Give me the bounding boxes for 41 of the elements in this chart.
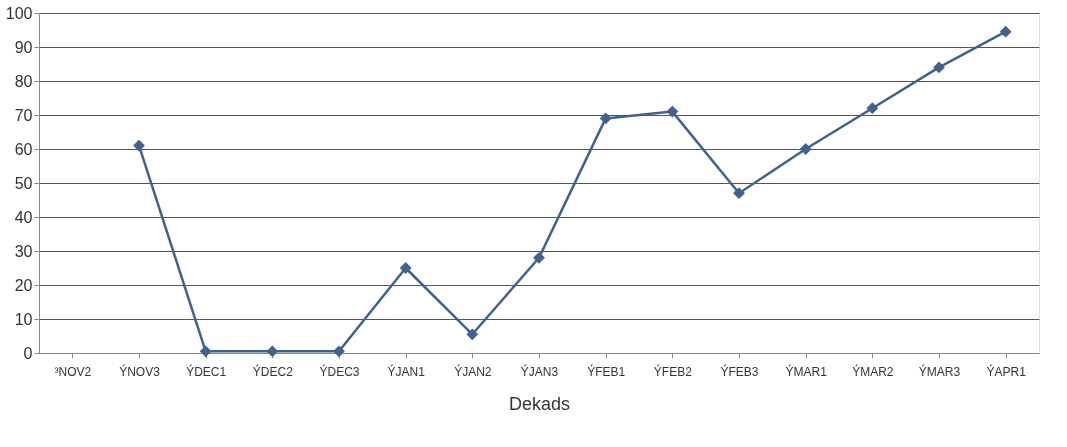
x-tick-label: ³NOV2 [54, 364, 92, 379]
y-tick-label: 70 [14, 106, 33, 124]
x-tick-label: ÝMAR2 [852, 363, 894, 379]
x-axis-title: Dekads [508, 393, 571, 414]
point [866, 102, 879, 115]
x-tick-label: ÝNOV3 [119, 363, 161, 379]
y-tick-label: 10 [14, 310, 33, 328]
point [533, 251, 545, 264]
x-tick-label: ÝJAN1 [387, 363, 426, 379]
y-tick-label: 100 [5, 4, 33, 22]
x-tick-label: ÝMAR3 [918, 363, 961, 379]
point [933, 61, 945, 74]
x-tick-label: ÝDEC1 [186, 363, 227, 379]
x-tick-label: ÝFEB1 [587, 363, 626, 379]
x-tick-label: ÝDEC3 [319, 363, 360, 379]
point [399, 262, 412, 274]
x-tick-label: ÝAPR1 [986, 363, 1027, 379]
y-tick-label: 30 [14, 242, 33, 260]
y-tick-label: 90 [14, 38, 33, 56]
x-tick-label: ÝFEB2 [653, 363, 693, 379]
y-tick-label: 60 [14, 140, 33, 158]
y-tick-label: 80 [14, 72, 33, 90]
y-tick-label: 40 [14, 208, 33, 226]
x-tick-label: ÝMAR1 [785, 363, 828, 379]
point [466, 328, 479, 341]
point [266, 345, 279, 358]
point [999, 25, 1012, 38]
point [599, 112, 612, 125]
point [199, 345, 212, 358]
y-tick-label: 20 [14, 276, 33, 294]
x-tick-label: ÝDEC2 [252, 363, 294, 379]
y-tick-label: 50 [14, 174, 33, 192]
point [733, 187, 745, 200]
point [333, 345, 345, 358]
point [799, 143, 812, 155]
y-tick-label: 0 [23, 344, 33, 362]
x-tick-label: ÝJAN2 [454, 363, 492, 379]
x-tick-label: ÝJAN3 [520, 363, 559, 379]
point [666, 105, 679, 118]
x-tick-label: ÝFEB3 [720, 363, 759, 379]
point [133, 139, 145, 152]
